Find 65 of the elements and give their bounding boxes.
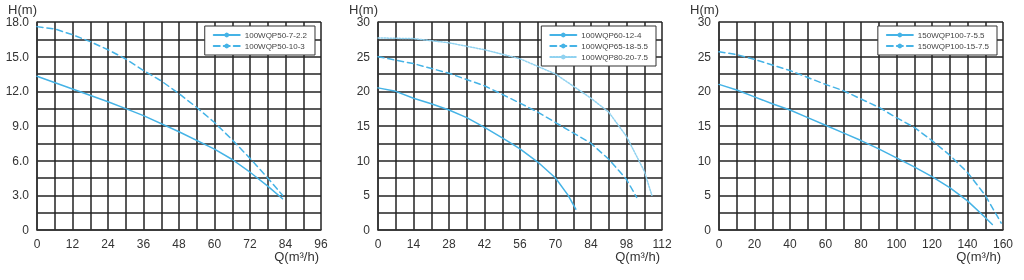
- y-tick-label: 18.0: [5, 15, 30, 29]
- x-tick-label: 72: [243, 237, 257, 251]
- x-tick-label: 56: [513, 237, 527, 251]
- x-tick-label: 0: [374, 237, 382, 251]
- x-tick-label: 140: [957, 237, 978, 251]
- line-series: [377, 87, 577, 210]
- line-series: [36, 75, 284, 200]
- x-tick-label: 48: [172, 237, 186, 251]
- y-tick-label: 0: [363, 223, 371, 237]
- legend-label: 150WQP100-7-5.5: [917, 30, 986, 40]
- y-axis-title: H(m): [349, 2, 378, 17]
- x-tick-label: 98: [619, 237, 634, 251]
- legend-label: 100WQP80-20-7.5: [581, 52, 649, 62]
- legend-label: 100WQP50-10-3: [244, 41, 306, 51]
- y-tick-label: 10: [697, 153, 712, 168]
- y-tick-label: 30: [697, 15, 712, 29]
- x-tick-label: 0: [715, 237, 723, 251]
- line-series: [718, 83, 994, 226]
- x-tick-label: 42: [477, 237, 492, 251]
- legend-label: 100WQP60-12-4: [581, 30, 642, 40]
- y-axis-title: H(m): [690, 2, 719, 17]
- line-series: [718, 51, 1002, 224]
- x-tick-label: 28: [442, 237, 456, 251]
- y-tick-label: 25: [356, 49, 371, 64]
- x-tick-label: 36: [136, 237, 151, 251]
- y-tick-label: 15.0: [5, 49, 30, 64]
- y-tick-label: 25: [697, 49, 712, 64]
- y-tick-label: 30: [356, 15, 371, 29]
- x-tick-label: 84: [584, 237, 598, 251]
- x-tick-label: 100: [886, 237, 907, 251]
- y-tick-label: 9.0: [12, 119, 30, 133]
- x-tick-label: 70: [548, 237, 563, 251]
- y-tick-label: 0: [704, 223, 712, 237]
- x-tick-label: 60: [818, 237, 833, 251]
- y-axis-title: H(m): [8, 2, 37, 17]
- x-tick-label: 24: [101, 237, 115, 251]
- x-tick-label: 160: [992, 237, 1014, 251]
- y-tick-label: 5: [704, 188, 712, 203]
- x-tick-label: 96: [314, 237, 328, 251]
- y-tick-label: 15: [697, 119, 712, 133]
- x-tick-label: 40: [783, 237, 797, 251]
- y-tick-label: 20: [356, 84, 371, 99]
- x-tick-label: 80: [854, 237, 868, 251]
- y-tick-label: 15: [356, 119, 371, 133]
- x-tick-label: 84: [278, 237, 293, 251]
- x-tick-label: 60: [207, 237, 222, 251]
- x-tick-label: 14: [406, 237, 421, 251]
- x-tick-label: 120: [921, 237, 943, 251]
- y-tick-label: 20: [697, 84, 712, 99]
- y-tick-label: 5: [363, 188, 371, 203]
- y-tick-label: 6.0: [12, 153, 30, 168]
- x-tick-label: 20: [747, 237, 762, 251]
- legend-label: 100WQP65-18-5.5: [581, 41, 649, 51]
- x-axis-title: Q(m³/h): [956, 249, 1001, 264]
- legend-label: 150WQP100-15-7.5: [917, 41, 990, 51]
- x-tick-label: 12: [65, 237, 80, 251]
- y-tick-label: 0: [22, 223, 30, 237]
- x-tick-label: 0: [33, 237, 41, 251]
- y-tick-label: 12.0: [5, 84, 30, 99]
- x-axis-title: Q(m³/h): [274, 249, 319, 264]
- y-tick-label: 3.0: [12, 188, 30, 203]
- x-tick-label: 112: [652, 237, 672, 251]
- y-tick-label: 10: [356, 153, 371, 168]
- legend-label: 100WQP50-7-2.2: [244, 30, 308, 40]
- x-axis-title: Q(m³/h): [615, 249, 660, 264]
